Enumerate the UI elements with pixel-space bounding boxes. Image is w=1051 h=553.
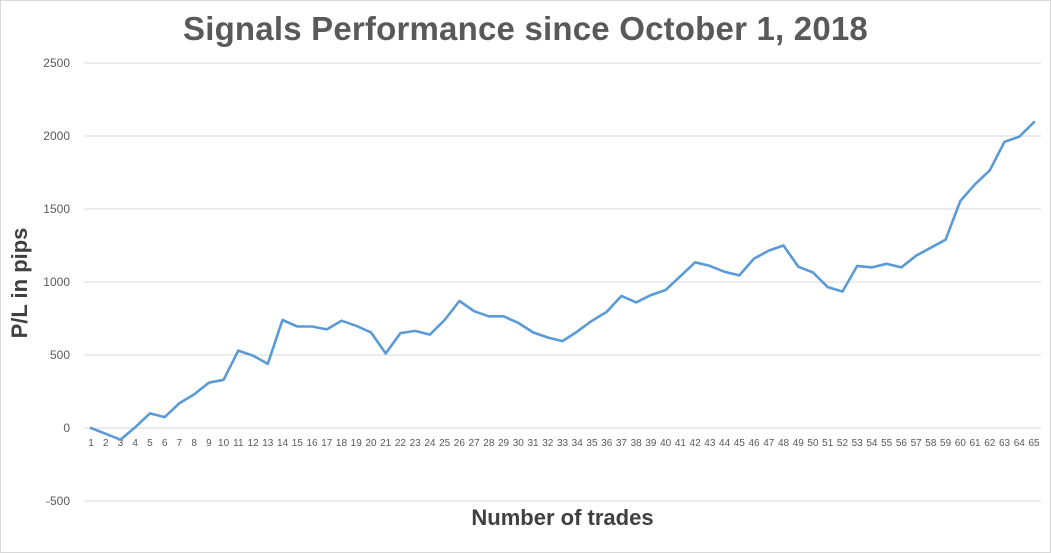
- x-tick-label: 15: [292, 438, 304, 449]
- x-tick-label: 30: [513, 438, 525, 449]
- x-tick-label: 31: [527, 438, 539, 449]
- x-tick-label: 8: [191, 438, 197, 449]
- x-tick-label: 28: [483, 438, 495, 449]
- x-tick-label: 11: [233, 438, 244, 449]
- x-tick-label: 25: [439, 438, 451, 449]
- x-tick-label: 24: [424, 438, 436, 449]
- x-tick-label: 29: [498, 438, 510, 449]
- x-tick-label: 13: [262, 438, 274, 449]
- x-tick-label: 17: [321, 438, 333, 449]
- x-tick-label: 53: [852, 438, 864, 449]
- x-tick-label: 46: [748, 438, 760, 449]
- x-tick-label: 6: [162, 438, 168, 449]
- x-tick-label: 35: [586, 438, 598, 449]
- x-tick-label: 32: [542, 438, 554, 449]
- y-tick-label: -500: [46, 494, 70, 508]
- x-tick-label: 4: [132, 438, 138, 449]
- x-tick-label: 63: [999, 438, 1011, 449]
- x-tick-label: 21: [380, 438, 392, 449]
- x-tick-label: 55: [881, 438, 893, 449]
- x-tick-label: 3: [118, 438, 124, 449]
- x-tick-label: 39: [645, 438, 657, 449]
- x-tick-label: 2: [103, 438, 109, 449]
- x-tick-label: 42: [690, 438, 702, 449]
- x-tick-label: 56: [896, 438, 908, 449]
- y-tick-label: 0: [63, 421, 70, 435]
- x-tick-label: 61: [970, 438, 982, 449]
- x-tick-label: 27: [469, 438, 481, 449]
- x-tick-label: 18: [336, 438, 348, 449]
- x-tick-label: 34: [572, 438, 584, 449]
- x-tick-label: 37: [616, 438, 628, 449]
- x-tick-label: 43: [704, 438, 716, 449]
- x-tick-label: 54: [866, 438, 878, 449]
- x-tick-label: 50: [807, 438, 819, 449]
- x-tick-label: 33: [557, 438, 569, 449]
- x-tick-label: 36: [601, 438, 613, 449]
- x-tick-label: 44: [719, 438, 731, 449]
- y-tick-label: 500: [50, 348, 70, 362]
- y-tick-label: 2000: [43, 129, 70, 143]
- x-tick-label: 57: [911, 438, 923, 449]
- x-tick-label: 5: [147, 438, 153, 449]
- chart-title: Signals Performance since October 1, 201…: [182, 10, 868, 47]
- x-tick-label: 48: [778, 438, 790, 449]
- x-tick-label: 38: [631, 438, 643, 449]
- x-tick-label: 45: [734, 438, 746, 449]
- y-tick-label: 1500: [43, 202, 70, 216]
- x-tick-label: 12: [248, 438, 260, 449]
- series-line: [89, 120, 1036, 442]
- x-tick-label: 40: [660, 438, 672, 449]
- x-tick-label: 41: [675, 438, 687, 449]
- x-tick-label: 49: [793, 438, 805, 449]
- x-tick-label: 26: [454, 438, 466, 449]
- x-tick-label: 59: [940, 438, 952, 449]
- x-tick-label: 65: [1028, 438, 1040, 449]
- x-tick-label: 64: [1014, 438, 1026, 449]
- x-tick-label: 58: [925, 438, 937, 449]
- x-tick-label: 23: [410, 438, 422, 449]
- x-tick-label: 19: [351, 438, 363, 449]
- x-tick-label: 22: [395, 438, 407, 449]
- y-tick-label: 2500: [43, 56, 70, 70]
- x-tick-label: 47: [763, 438, 775, 449]
- x-tick-label: 62: [984, 438, 996, 449]
- x-tick-label: 16: [306, 438, 318, 449]
- x-tick-label: 9: [206, 438, 212, 449]
- x-tick-label: 7: [177, 438, 183, 449]
- x-tick-label: 14: [277, 438, 289, 449]
- y-tick-label: 1000: [43, 275, 70, 289]
- x-tick-label: 52: [837, 438, 849, 449]
- x-tick-label: 60: [955, 438, 967, 449]
- x-tick-label: 1: [88, 438, 94, 449]
- x-tick-label: 51: [822, 438, 834, 449]
- x-axis-label: Number of trades: [471, 505, 654, 530]
- x-tick-label: 20: [365, 438, 377, 449]
- x-tick-label: 10: [218, 438, 230, 449]
